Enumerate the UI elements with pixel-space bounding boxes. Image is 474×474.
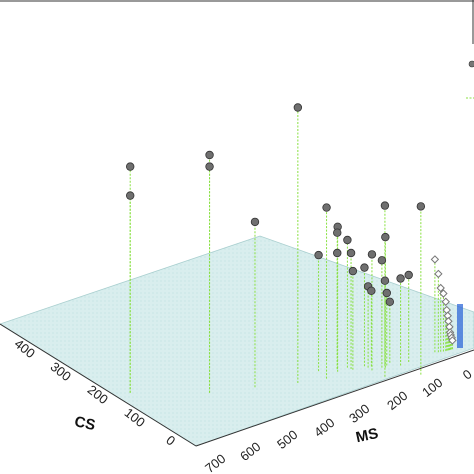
data-point-diamond [448, 336, 457, 345]
data-point-diamond [434, 269, 443, 279]
data-point [293, 103, 303, 112]
ms-tick-label: 600 [237, 439, 263, 464]
data-point [205, 150, 214, 160]
ms-tick-label: 0 [460, 366, 474, 382]
ms-axis-title: MS [354, 425, 380, 446]
cs-axis-title: CS [73, 413, 97, 434]
stem-lines [129, 107, 453, 393]
data-point [250, 217, 260, 227]
data-point [348, 266, 358, 276]
plot-frame [0, 0, 474, 44]
cs-tick-label: 0 [163, 432, 178, 448]
data-point [333, 228, 342, 237]
data-point [333, 248, 342, 258]
data-point [205, 162, 214, 171]
ms-tick-label: 700 [202, 451, 228, 474]
data-point [377, 256, 387, 265]
floor-surface [0, 235, 474, 447]
ms-tick-label: 300 [346, 401, 372, 426]
legend-stubs [466, 60, 474, 99]
ms-tick-label: 100 [419, 375, 445, 400]
data-point-diamond [439, 289, 448, 298]
data-point [125, 191, 135, 200]
data-point [381, 232, 390, 242]
data-point-diamond [430, 255, 440, 264]
ms-tick-label: 500 [274, 427, 300, 452]
data-point [367, 286, 376, 295]
data-point [380, 276, 390, 285]
cs-axis-line [0, 323, 197, 447]
data-point [360, 263, 369, 272]
data-point [416, 202, 426, 211]
data-point [404, 270, 413, 280]
data-point [367, 250, 377, 259]
data-point [322, 203, 331, 212]
data-point [346, 248, 356, 258]
origin-cluster [457, 304, 463, 348]
data-point [343, 235, 352, 245]
ms-axis-line [195, 349, 474, 447]
data-point-diamond [441, 297, 450, 306]
ms-tick-label: 400 [311, 415, 337, 440]
data-point [125, 162, 135, 171]
data-point [382, 288, 391, 298]
data-markers [125, 103, 463, 348]
data-point [396, 274, 405, 283]
data-point [314, 250, 323, 260]
data-point [380, 201, 390, 210]
data-point [385, 297, 395, 306]
data-point-diamond [436, 283, 445, 293]
legend-marker-circle [468, 60, 474, 68]
floor-plane [0, 235, 474, 447]
ms-tick-label: 200 [384, 388, 410, 413]
